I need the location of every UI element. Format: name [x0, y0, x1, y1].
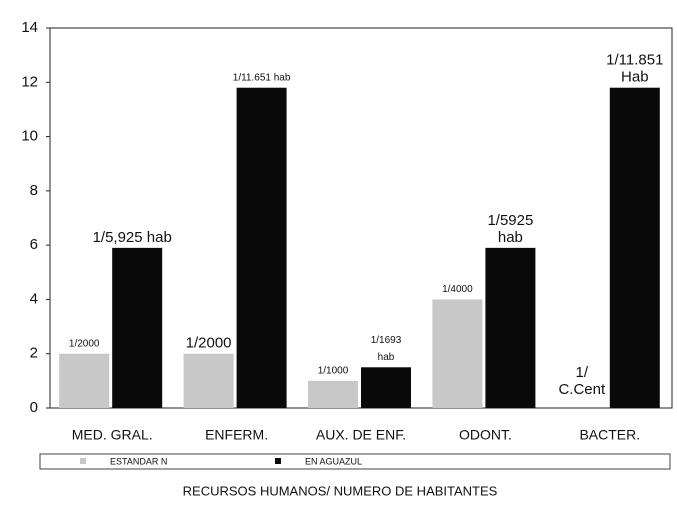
bar [308, 380, 358, 408]
legend-box [39, 453, 671, 470]
data-label: 1/ [576, 364, 589, 381]
legend-label: ESTANDAR N [110, 456, 167, 466]
y-tick-label: 6 [30, 236, 38, 253]
y-tick-label: 14 [21, 19, 38, 36]
data-label: 1/4000 [442, 284, 473, 295]
bar [609, 87, 660, 408]
data-label: hab [498, 229, 523, 246]
bar [59, 353, 110, 408]
y-tick-label: 4 [30, 290, 38, 307]
legend-swatch [275, 458, 281, 464]
chart-title: RECURSOS HUMANOS/ NUMERO DE HABITANTES [183, 483, 498, 498]
data-label: 1/2000 [69, 338, 100, 349]
data-label: 1/5,925 hab [93, 229, 172, 246]
y-tick-label: 10 [21, 128, 38, 145]
data-label: 1/1693 [371, 335, 402, 346]
bar [361, 367, 411, 408]
x-tick-label: MED. GRAL. [72, 427, 153, 443]
data-label: 1/2000 [186, 335, 232, 352]
data-label: 1/11.651 hab [233, 72, 291, 83]
bar [183, 353, 234, 408]
data-label: 1/11.851 [606, 52, 663, 69]
data-label: 1/5925 [487, 212, 533, 229]
bar [112, 247, 163, 408]
y-tick-label: 0 [30, 399, 38, 416]
data-label: 1/1000 [318, 365, 349, 376]
bar [432, 299, 483, 408]
y-tick-label: 12 [21, 73, 38, 90]
data-label: hab [378, 352, 395, 363]
x-tick-label: ODONT. [459, 427, 512, 443]
data-label: C.Cent [558, 381, 606, 398]
legend-swatch [80, 458, 86, 464]
bar [485, 247, 536, 408]
x-tick-label: AUX. DE ENF. [316, 427, 406, 443]
legend-label: EN AGUAZUL [305, 456, 362, 466]
x-tick-label: BACTER. [579, 427, 640, 443]
bar [236, 87, 287, 408]
y-tick-label: 8 [30, 182, 38, 199]
data-label: Hab [621, 69, 649, 86]
y-tick-label: 2 [30, 345, 38, 362]
x-tick-label: ENFERM. [205, 427, 268, 443]
